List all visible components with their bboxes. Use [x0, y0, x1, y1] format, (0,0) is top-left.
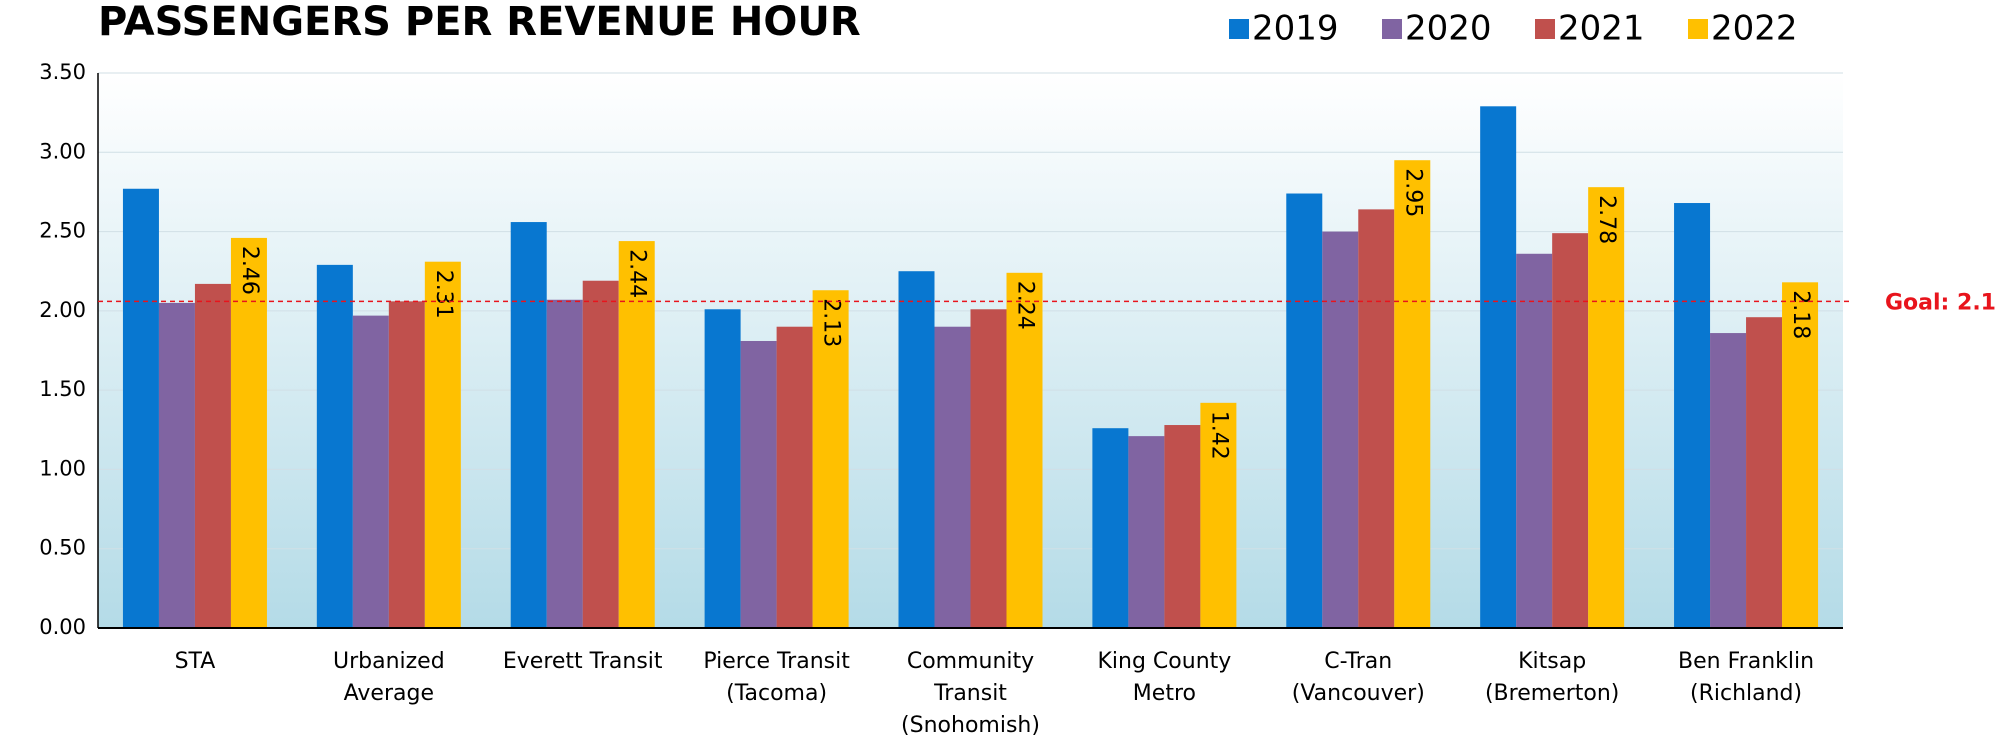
x-tick-label: King County Metro [1097, 649, 1231, 706]
bar [230, 237, 267, 628]
bar [1322, 231, 1359, 629]
bar [618, 241, 655, 629]
bar [1782, 282, 1819, 628]
bar [1286, 193, 1323, 628]
data-label: 2.18 [1788, 290, 1813, 339]
legend-swatch [1382, 19, 1402, 39]
bar [194, 283, 231, 628]
bar [158, 302, 195, 628]
y-tick-label: 0.00 [39, 615, 86, 639]
y-tick-label: 2.50 [39, 219, 86, 243]
chart-title: PASSENGERS PER REVENUE HOUR [98, 0, 861, 45]
x-tick-label: Urbanized Average [333, 649, 445, 706]
legend-swatch [1535, 19, 1555, 39]
bar [1552, 233, 1589, 628]
y-tick-label: 2.00 [39, 298, 86, 322]
bar [122, 188, 159, 628]
bar [1480, 106, 1517, 629]
legend-label: 2021 [1558, 9, 1645, 49]
x-tick-label: Pierce Transit (Tacoma) [703, 649, 850, 706]
bar [1164, 425, 1201, 628]
x-tick-label: Community Transit (Snohomish) [901, 649, 1040, 738]
data-label: 2.24 [1013, 281, 1038, 330]
bar [898, 271, 935, 628]
data-label: 2.13 [819, 298, 844, 347]
bar [776, 326, 813, 628]
x-tick-label: Everett Transit [503, 649, 663, 674]
bar [1200, 402, 1237, 628]
data-label: 2.31 [431, 270, 456, 319]
bar [316, 264, 353, 628]
data-label: 1.42 [1206, 411, 1231, 460]
legend-swatch [1229, 19, 1249, 39]
data-label: 2.78 [1594, 195, 1619, 244]
legend-swatch [1688, 19, 1708, 39]
legend-label: 2020 [1405, 9, 1492, 49]
bar [704, 309, 741, 628]
bar [970, 309, 1007, 628]
bar [1516, 253, 1553, 628]
x-tick-label: Kitsap (Bremerton) [1485, 649, 1619, 706]
x-tick-label: STA [175, 649, 216, 674]
legend-label: 2019 [1252, 9, 1339, 49]
goal-label: Goal: 2.1 [1885, 290, 1996, 315]
y-tick-label: 1.50 [39, 377, 86, 401]
bar [1674, 203, 1711, 628]
x-tick-label: Ben Franklin (Richland) [1678, 649, 1814, 706]
y-tick-label: 1.00 [39, 456, 86, 480]
y-tick-label: 3.50 [39, 60, 86, 84]
bar [812, 290, 849, 628]
bar [546, 299, 583, 628]
y-tick-label: 3.00 [39, 139, 86, 163]
bar [1358, 209, 1395, 628]
data-label: 2.46 [237, 246, 262, 295]
bar [582, 280, 619, 628]
bar [424, 261, 461, 628]
x-tick-label: C-Tran (Vancouver) [1292, 649, 1425, 706]
data-label: 2.95 [1400, 168, 1425, 217]
bar [510, 222, 547, 629]
bar [1092, 428, 1129, 628]
bar [1128, 436, 1165, 628]
bar [1588, 187, 1625, 628]
bar [352, 315, 389, 628]
bar [388, 301, 425, 628]
legend-label: 2022 [1711, 9, 1798, 49]
y-tick-label: 0.50 [39, 536, 86, 560]
bar [934, 326, 971, 628]
bar [740, 340, 777, 628]
bar [1006, 272, 1043, 628]
bar [1394, 160, 1431, 628]
bar [1746, 317, 1783, 628]
bar [1710, 333, 1747, 628]
data-label: 2.44 [625, 249, 650, 298]
